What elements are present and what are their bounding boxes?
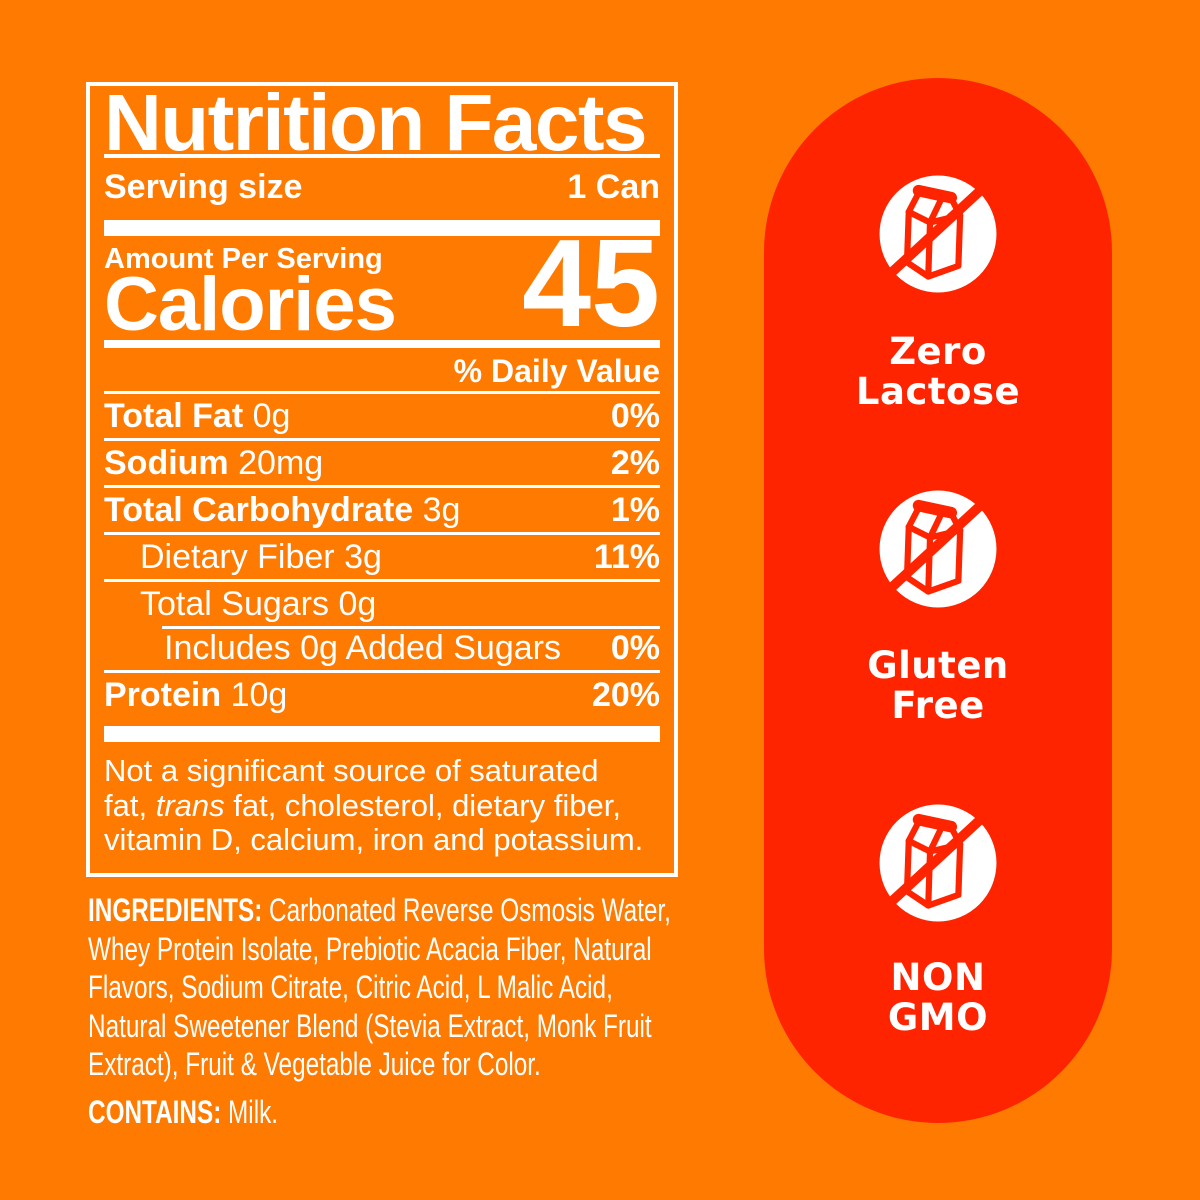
ingredients-list: INGREDIENTS: Carbonated Reverse Osmosis … — [88, 891, 711, 1084]
amount-per-serving-label: Amount Per Serving — [104, 243, 383, 275]
badge-label-zero-lactose: Zero Lactose — [855, 330, 1021, 413]
nutrient-dv: 1% — [610, 491, 660, 529]
table-row-total-carbohydrate: Total Carbohydrate 3g 1% — [104, 485, 660, 532]
no-milk-carton-icon — [879, 175, 997, 293]
nutrient-dv: 0% — [610, 397, 660, 435]
table-row-protein: Protein 10g 20% — [104, 670, 660, 717]
calories-value: 45 — [522, 215, 660, 353]
table-row-total-sugars: Total Sugars 0g — [104, 579, 660, 626]
nutrient-amount: 0g — [252, 397, 291, 435]
badge-label-non-gmo: NON GMO — [887, 956, 989, 1039]
nutrient-name: Total Sugars — [140, 585, 329, 623]
contains-statement: CONTAINS: Milk. — [88, 1096, 468, 1128]
nutrient-dv: 0% — [610, 629, 660, 667]
divider — [104, 154, 660, 158]
calories-label: Calories — [104, 262, 397, 347]
nutrient-dv: 11% — [593, 538, 660, 576]
nutrient-amount: 20mg — [238, 444, 324, 482]
nutrient-name: Total Fat — [104, 397, 244, 435]
serving-size-label: Serving size — [104, 168, 303, 206]
nutrient-amount: 3g — [422, 491, 461, 529]
serving-size-row: Serving size 1 Can — [104, 170, 660, 204]
badge-panel: Zero Lactose Gluten Free — [764, 78, 1112, 1123]
nutrient-dv: 2% — [610, 444, 660, 482]
divider — [104, 340, 660, 348]
footnote-line: vitamin D, calcium, iron and potassium. — [104, 822, 644, 857]
nutrient-name: Protein — [104, 676, 222, 714]
nutrient-amount: 10g — [230, 676, 288, 714]
footnote-line: Not a significant source of saturated — [104, 753, 599, 788]
nutrient-name: Dietary Fiber — [140, 538, 335, 576]
table-row-total-fat: Total Fat 0g 0% — [104, 391, 660, 438]
serving-size-value: 1 Can — [567, 168, 660, 206]
contains-label: CONTAINS: — [88, 1094, 222, 1130]
ingredients-label: INGREDIENTS: — [88, 892, 263, 928]
ingredients-line: Flavors, Sodium Citrate, Citric Acid, L … — [88, 969, 613, 1005]
ingredients-line: Natural Sweetener Blend (Stevia Extract,… — [88, 1007, 652, 1044]
no-milk-carton-icon — [879, 490, 997, 608]
no-milk-carton-icon — [879, 804, 997, 922]
nutrient-name: Total Carbohydrate — [104, 491, 414, 529]
thick-divider — [104, 220, 660, 236]
nutrient-name: Includes 0g Added Sugars — [164, 629, 561, 667]
nutrient-rows: Total Fat 0g 0% Sodium 20mg 2% Total Car… — [104, 391, 660, 717]
table-row-dietary-fiber: Dietary Fiber 3g 11% — [104, 532, 660, 579]
nutrient-amount: 0g — [338, 585, 377, 623]
footnote-line: fat, trans fat, cholesterol, dietary fib… — [104, 787, 621, 823]
thick-divider — [104, 726, 660, 742]
ingredients-line: Extract), Fruit & Vegetable Juice for Co… — [88, 1046, 541, 1082]
nutrient-amount: 3g — [344, 538, 382, 576]
nutrient-name: Sodium — [104, 444, 229, 482]
nutrition-facts-title: Nutrition Facts — [104, 78, 647, 167]
contains-value: Milk. — [228, 1094, 279, 1130]
badge-label-gluten-free: Gluten Free — [867, 644, 1009, 727]
ingredients-line: INGREDIENTS: Carbonated Reverse Osmosis … — [88, 892, 671, 928]
nutrition-facts-panel: Nutrition Facts Serving size 1 Can Amoun… — [86, 82, 678, 877]
ingredients-line: Whey Protein Isolate, Prebiotic Acacia F… — [88, 930, 652, 967]
nutrient-dv: 20% — [591, 676, 660, 714]
table-row-added-sugars: Includes 0g Added Sugars 0% — [104, 626, 660, 670]
daily-value-header: % Daily Value — [453, 353, 660, 389]
footnote: Not a significant source of saturated fa… — [104, 753, 660, 858]
table-row-sodium: Sodium 20mg 2% — [104, 438, 660, 485]
